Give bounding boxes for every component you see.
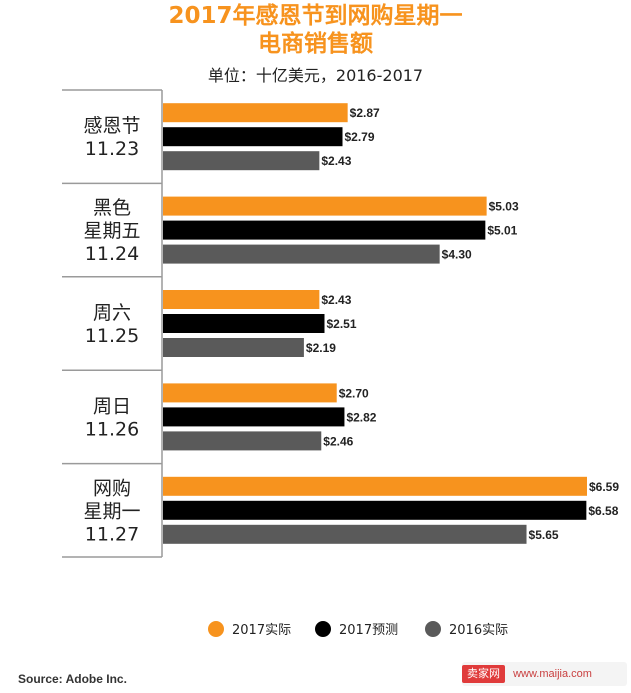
bar [163,476,587,496]
bar [163,151,320,171]
category-label: 11.23 [85,138,139,160]
category-label: 星期五 [83,220,140,242]
data-label: $2.43 [321,154,351,168]
bar [163,407,345,427]
category-label: 周六 [93,302,131,324]
data-label: $2.51 [326,317,356,331]
data-label: $6.58 [588,504,618,518]
bar [163,196,487,216]
bar [163,290,320,309]
bar [163,244,440,264]
data-label: $2.82 [346,410,376,424]
data-label: $5.03 [489,200,519,214]
bar [163,103,348,123]
data-label: $5.01 [487,224,517,238]
data-label: $2.46 [323,434,353,448]
data-label: $2.43 [321,293,351,307]
bar [163,431,322,451]
data-label: $5.65 [529,528,559,542]
bar [163,524,527,544]
data-label: $2.70 [339,386,369,400]
bar [163,500,587,520]
category-label: 11.24 [85,243,139,265]
category-label: 11.26 [85,418,139,440]
legend-label: 2017实际 [232,623,291,638]
bar [163,127,343,147]
bar [163,220,486,240]
legend-label: 2017预测 [339,623,398,638]
category-label: 感恩节 [83,115,140,137]
category-label: 11.27 [85,523,139,545]
chart-title-line-2: 电商销售额 [258,31,373,57]
source-note: Source: Adobe Inc. [18,672,127,686]
data-label: $2.87 [350,106,380,120]
category-label: 黑色 [93,197,131,219]
legend-marker [315,621,331,637]
legend-label: 2016实际 [449,623,508,638]
data-label: $2.19 [306,341,336,355]
data-label: $6.59 [589,480,619,494]
data-label: $4.30 [442,248,472,262]
category-label: 11.25 [85,325,139,347]
category-label: 周日 [93,395,131,417]
legend-marker [208,621,224,637]
bar [163,314,325,333]
bar [163,383,337,403]
watermark: 卖家网 www.maijia.com [462,662,627,686]
bar [163,338,304,357]
category-label: 网购 [93,477,131,499]
chart-title-line-1: 2017年感恩节到网购星期一 [168,3,463,29]
legend-marker [425,621,441,637]
watermark-badge: 卖家网 [462,665,505,684]
chart-subtitle: 单位：十亿美元，2016-2017 [207,66,424,85]
data-label: $2.79 [345,130,375,144]
watermark-url: www.maijia.com [513,668,592,681]
category-label: 星期一 [83,500,140,522]
